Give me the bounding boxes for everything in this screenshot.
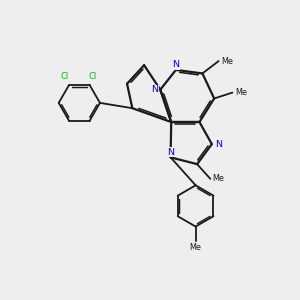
- Text: N: N: [152, 85, 158, 94]
- Text: Me: Me: [221, 57, 233, 66]
- Text: N: N: [215, 140, 222, 148]
- Text: Cl: Cl: [88, 72, 97, 81]
- Text: Me: Me: [190, 243, 202, 252]
- Text: N: N: [172, 60, 179, 69]
- Text: Cl: Cl: [61, 72, 69, 81]
- Text: N: N: [167, 148, 174, 157]
- Text: Me: Me: [235, 88, 247, 97]
- Text: Me: Me: [213, 174, 224, 183]
